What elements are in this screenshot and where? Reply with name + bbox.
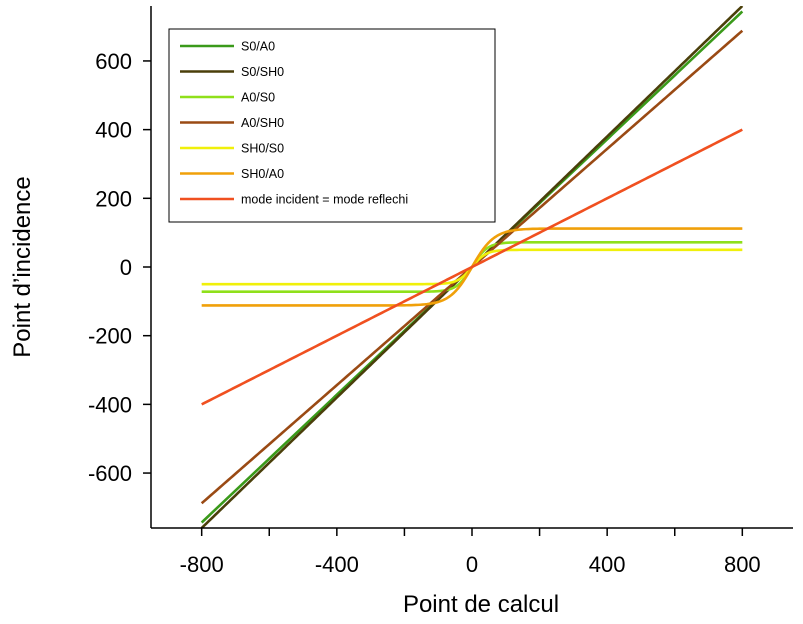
legend-item-mode-incident-mode-reflechi: mode incident = mode reflechi — [180, 193, 408, 207]
ticks — [143, 60, 744, 536]
legend-label: mode incident = mode reflechi — [241, 193, 408, 207]
y-tick-label: 0 — [120, 255, 132, 280]
plot-lines — [200, 6, 744, 528]
y-tick-label: -600 — [88, 461, 132, 486]
x-tick-label: -400 — [315, 552, 359, 577]
series-line-mode-incident-mode-reflechi — [201, 128, 743, 406]
y-tick-label: 600 — [95, 49, 132, 74]
legend-item-s0-a0: S0/A0 — [180, 40, 275, 54]
legend-item-sh0-s0: SH0/S0 — [180, 142, 284, 156]
x-tick-label: 800 — [724, 552, 761, 577]
legend-label: S0/A0 — [241, 40, 275, 54]
x-tick-label: 400 — [589, 552, 626, 577]
legend-label: SH0/S0 — [241, 142, 284, 156]
x-tick-label: 0 — [466, 552, 478, 577]
legend-label: A0/S0 — [241, 91, 275, 105]
y-tick-label: 400 — [95, 118, 132, 143]
legend-item-s0-sh0: S0/SH0 — [180, 65, 284, 79]
legend-item-a0-s0: A0/S0 — [180, 91, 275, 105]
y-tick-label: -200 — [88, 324, 132, 349]
legend-item-a0-sh0: A0/SH0 — [180, 116, 284, 130]
y-tick-label: 200 — [95, 186, 132, 211]
y-axis-title: Point d’incidence — [9, 176, 36, 357]
x-axis-title: Point de calcul — [403, 591, 559, 618]
legend-item-sh0-a0: SH0/A0 — [180, 167, 284, 181]
legend: S0/A0 S0/SH0 A0/S0 A0/SH0 SH0/S0 SH0/A0 mode i… — [168, 28, 496, 223]
tick-labels: -800 -400 0 400 800 -600 -400 -200 0 200 400 600 — [88, 49, 761, 577]
legend-label: S0/SH0 — [241, 65, 284, 79]
x-tick-label: -800 — [180, 552, 224, 577]
legend-label: A0/SH0 — [241, 116, 284, 130]
y-tick-label: -400 — [88, 392, 132, 417]
legend-label: SH0/A0 — [241, 167, 284, 181]
legend-box — [168, 28, 496, 223]
